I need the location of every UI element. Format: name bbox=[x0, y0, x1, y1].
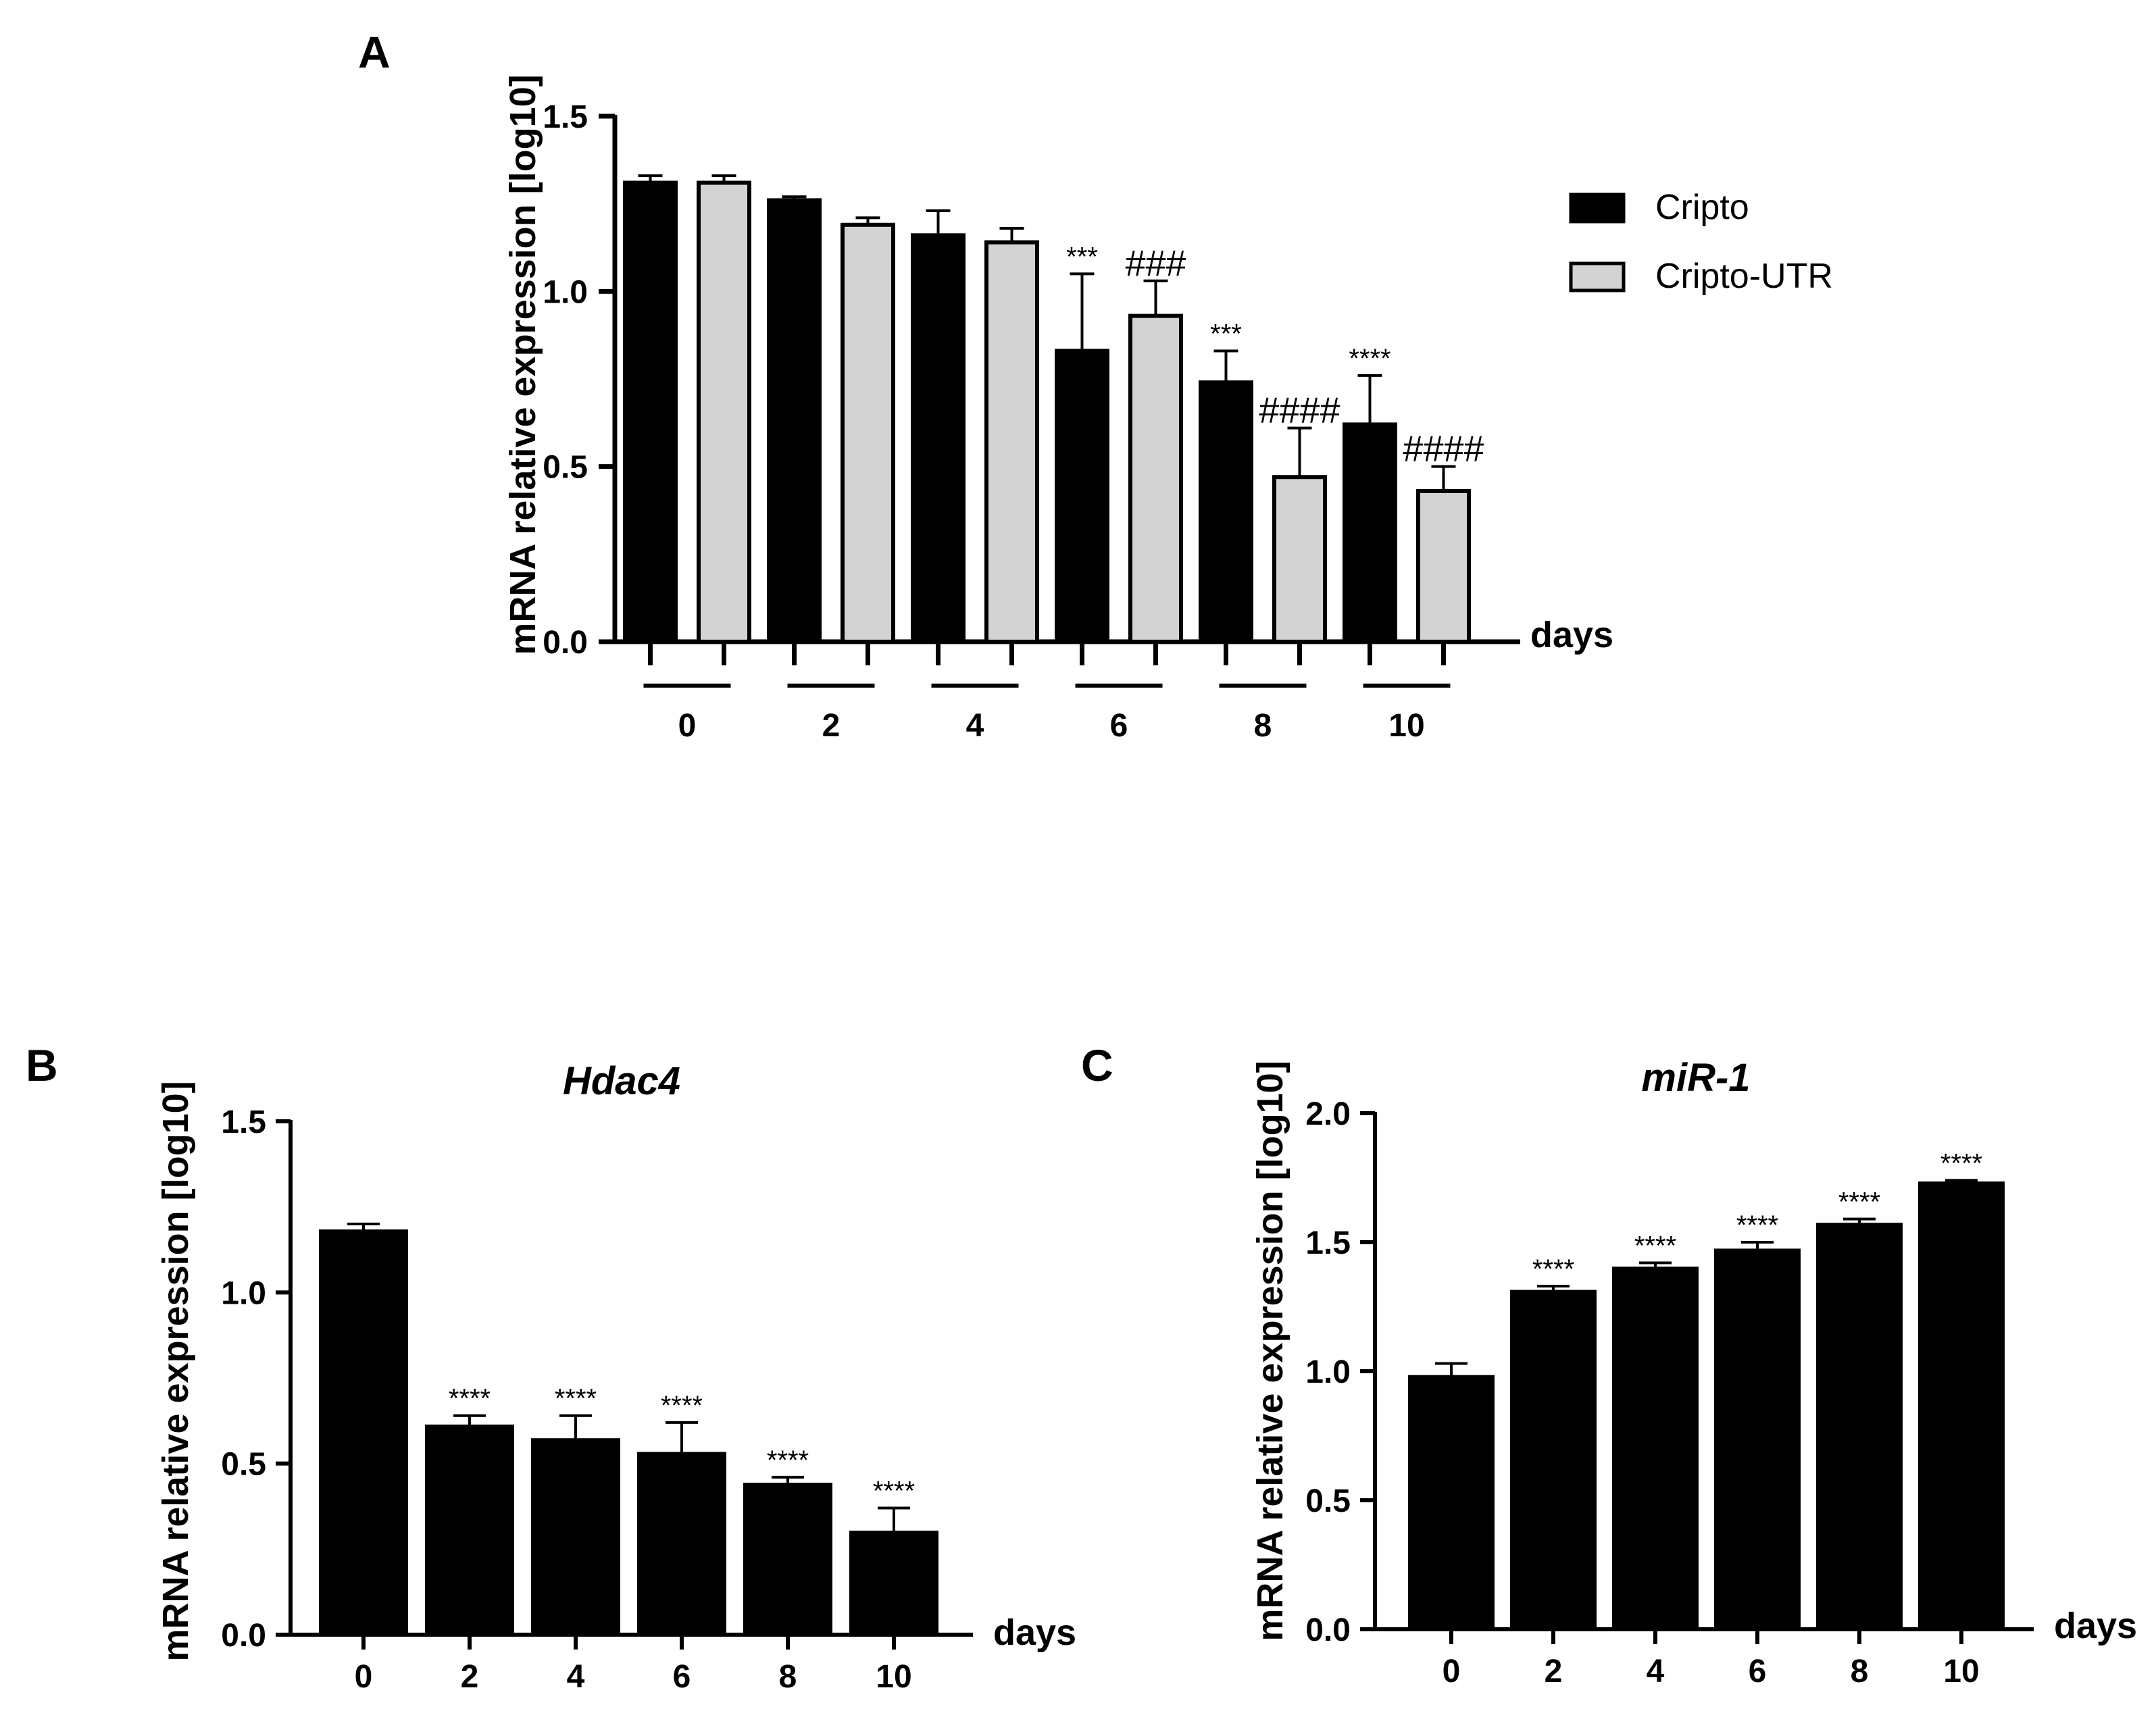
panel-c-significance-label: **** bbox=[1634, 1231, 1676, 1261]
panel-c-x-tick-label: 0 bbox=[1443, 1654, 1461, 1689]
panel-c-y-label: mRNA relative expression [log10] bbox=[1250, 1061, 1290, 1641]
panel-a-x-tick-label: 8 bbox=[1254, 708, 1272, 744]
panel-c-bars: **** **** **** **** **** bbox=[1408, 1148, 2005, 1631]
panel-c-significance-label: **** bbox=[1940, 1148, 1982, 1178]
panel-b-title: Hdac4 bbox=[563, 1059, 680, 1103]
panel-a-x-label: days bbox=[1530, 615, 1613, 655]
panel-b-significance-label: **** bbox=[661, 1391, 703, 1421]
panel-b-bar bbox=[425, 1424, 514, 1637]
panel-c-bar bbox=[1918, 1181, 2005, 1631]
panel-a-axes: 0.0 0.5 1.0 1.5 0 2 4 6 8 10 bbox=[543, 99, 1520, 744]
panel-c-y-tick-label: 2.0 bbox=[1305, 1096, 1351, 1132]
panel-c-bar bbox=[1612, 1267, 1699, 1631]
panel-b-bar bbox=[849, 1531, 938, 1636]
panel-a-bar bbox=[623, 180, 678, 644]
panel-a-bar bbox=[767, 198, 822, 644]
legend-label-cripto-utr: Cripto-UTR bbox=[1655, 257, 1833, 296]
panel-b-letter: B bbox=[26, 1040, 58, 1090]
panel-a-x-tick-label: 6 bbox=[1110, 708, 1128, 744]
panel-a-bar bbox=[1416, 488, 1471, 644]
panel-b-y-tick-label: 1.5 bbox=[221, 1104, 266, 1140]
panel-b-bar bbox=[319, 1229, 408, 1636]
panel-b-x-tick-label: 0 bbox=[355, 1659, 373, 1695]
panel-a-y-tick-label: 0.5 bbox=[543, 450, 588, 486]
panel-b-y-tick-label: 1.0 bbox=[221, 1275, 266, 1311]
panel-c-bar bbox=[1714, 1248, 1801, 1631]
panel-b-y-tick-label: 0.0 bbox=[221, 1618, 266, 1654]
panel-a-bar bbox=[1128, 313, 1183, 644]
panel-c-bar bbox=[1816, 1223, 1903, 1631]
legend-label-cripto: Cripto bbox=[1655, 188, 1749, 227]
panel-a-x-tick-label: 0 bbox=[678, 708, 697, 744]
panel-c-significance-label: **** bbox=[1532, 1254, 1574, 1284]
panel-b-significance-label: **** bbox=[767, 1446, 809, 1475]
panel-b-bar bbox=[637, 1452, 726, 1636]
panel-a-bar bbox=[697, 180, 751, 644]
panel-a-x-tick-label: 10 bbox=[1388, 708, 1424, 744]
panel-c-x-tick-label: 10 bbox=[1943, 1654, 1979, 1689]
panel-b-y-label: mRNA relative expression [log10] bbox=[155, 1081, 196, 1661]
panel-a-y-tick-label: 1.5 bbox=[543, 99, 588, 135]
panel-b-bars: **** **** **** **** **** bbox=[319, 1223, 938, 1637]
panel-a-letter: A bbox=[358, 27, 391, 77]
panel-a-bars: *** ### *** #### **** #### bbox=[623, 174, 1484, 644]
panel-c-title: miR-1 bbox=[1641, 1056, 1750, 1100]
panel-a-significance-label: *** bbox=[1066, 242, 1098, 272]
panel-b-significance-label: **** bbox=[873, 1477, 915, 1506]
panel-c-y-tick-label: 0.5 bbox=[1305, 1483, 1351, 1519]
panel-b-x-tick-label: 6 bbox=[673, 1659, 691, 1695]
panel-b-significance-label: **** bbox=[555, 1384, 597, 1414]
panel-a-y-tick-label: 0.0 bbox=[543, 625, 588, 661]
panel-c-significance-label: **** bbox=[1838, 1188, 1880, 1217]
panel-c-x-tick-label: 4 bbox=[1647, 1654, 1665, 1689]
panel-a-x-tick-label: 2 bbox=[822, 708, 841, 744]
panel-a-significance-label: ### bbox=[1125, 243, 1186, 284]
panel-b-significance-label: **** bbox=[449, 1384, 491, 1414]
panel-a-y-label: mRNA relative expression [log10] bbox=[503, 74, 543, 655]
legend-swatch-cripto-utr bbox=[1569, 261, 1626, 292]
panel-c-y-tick-label: 1.0 bbox=[1305, 1354, 1351, 1390]
panel-c-y-tick-label: 1.5 bbox=[1305, 1225, 1351, 1261]
panel-c-bar bbox=[1510, 1290, 1597, 1631]
panel-a-bar bbox=[911, 233, 966, 644]
panel-b-y-tick-label: 0.5 bbox=[221, 1447, 266, 1483]
panel-a: A mRNA relative expression [log10] 0.00.… bbox=[358, 27, 1833, 744]
panel-b-x-tick-label: 2 bbox=[461, 1659, 479, 1695]
panel-b-x-tick-label: 4 bbox=[567, 1659, 585, 1695]
panel-a-bar bbox=[984, 240, 1039, 644]
panel-a-bar bbox=[1343, 422, 1397, 644]
panel-b-bar bbox=[743, 1483, 832, 1636]
panel-c-letter: C bbox=[1081, 1040, 1113, 1090]
panel-a-significance-label: **** bbox=[1349, 344, 1390, 374]
panel-b: B Hdac4 mRNA relative expression [log10]… bbox=[26, 1040, 1076, 1695]
panel-c-x-label: days bbox=[2054, 1606, 2137, 1646]
panel-c-x-tick-label: 2 bbox=[1545, 1654, 1563, 1689]
panel-c-bar bbox=[1408, 1375, 1495, 1631]
panel-a-y-tick-label: 1.0 bbox=[543, 274, 588, 310]
panel-a-legend: Cripto Cripto-UTR bbox=[1569, 188, 1833, 296]
panel-a-significance-label: #### bbox=[1259, 390, 1340, 431]
panel-a-x-tick-label: 4 bbox=[966, 708, 984, 744]
panel-b-bar bbox=[531, 1438, 620, 1636]
panel-c: C miR-1 mRNA relative expression [log10]… bbox=[1081, 1040, 2137, 1689]
panel-a-significance-label: *** bbox=[1210, 320, 1242, 349]
panel-b-x-tick-label: 10 bbox=[876, 1659, 911, 1695]
panel-a-significance-label: #### bbox=[1403, 429, 1484, 469]
panel-b-x-tick-label: 8 bbox=[779, 1659, 797, 1695]
legend-swatch-cripto bbox=[1569, 193, 1626, 224]
panel-a-bar bbox=[1199, 380, 1253, 644]
panel-a-bar bbox=[841, 222, 895, 644]
panel-c-y-tick-label: 0.0 bbox=[1305, 1612, 1351, 1648]
panel-a-bar bbox=[1272, 475, 1327, 644]
panel-b-x-label: days bbox=[993, 1612, 1076, 1653]
panel-c-x-tick-label: 6 bbox=[1749, 1654, 1767, 1689]
panel-a-bar bbox=[1055, 349, 1109, 644]
panel-c-significance-label: **** bbox=[1736, 1210, 1778, 1240]
panel-c-x-tick-label: 8 bbox=[1851, 1654, 1869, 1689]
